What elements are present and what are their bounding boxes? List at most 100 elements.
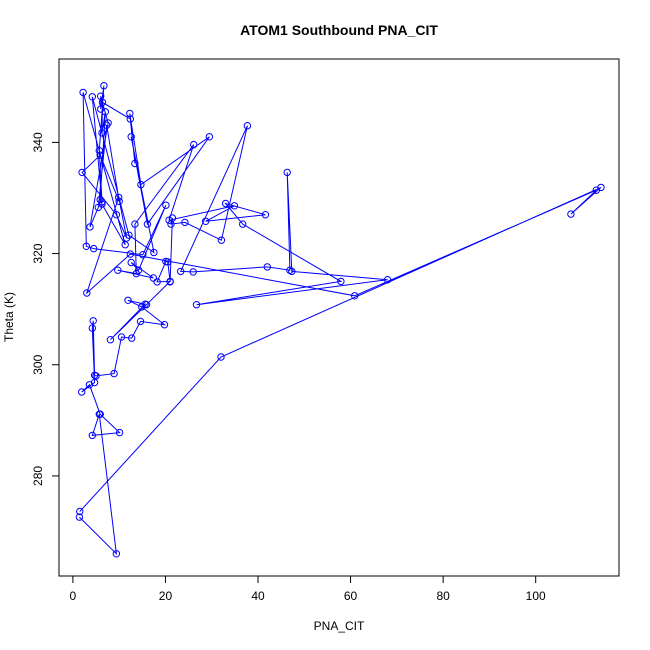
data-point (239, 220, 247, 228)
data-point (88, 93, 97, 101)
data-point (103, 121, 111, 129)
x-tick-label: 80 (436, 589, 450, 603)
data-point (76, 507, 84, 516)
data-point (286, 266, 294, 274)
data-point (283, 168, 291, 177)
data-point (89, 317, 97, 325)
data-point (96, 195, 104, 204)
data-point (190, 140, 198, 149)
data-point (136, 317, 145, 326)
data-point (177, 267, 185, 276)
y-tick-label: 280 (31, 466, 45, 486)
x-tick-label: 20 (159, 589, 173, 603)
x-tick-label: 40 (251, 589, 265, 603)
data-point (567, 210, 575, 218)
data-point (162, 201, 170, 209)
x-axis-label: PNA_CIT (314, 619, 365, 633)
data-point (82, 242, 91, 251)
data-point (112, 550, 121, 558)
y-tick-label: 300 (31, 354, 45, 374)
data-point (131, 159, 139, 168)
data-point (166, 278, 174, 286)
data-point (114, 266, 122, 274)
data-layer (75, 82, 605, 558)
data-point (126, 115, 135, 123)
data-point (351, 292, 359, 300)
data-point (230, 202, 239, 210)
data-point (165, 216, 173, 224)
data-point (115, 193, 123, 202)
data-point (96, 151, 104, 159)
data-point (110, 369, 118, 378)
data-point (261, 211, 270, 219)
data-point (150, 248, 158, 257)
data-point (128, 334, 136, 342)
data-point (160, 321, 169, 329)
data-point (134, 266, 143, 274)
data-point (167, 220, 175, 228)
x-axis: 0 20 40 60 80 100 (70, 575, 546, 603)
data-point (95, 147, 104, 155)
series-line (79, 85, 602, 556)
data-point (97, 105, 105, 113)
data-point (202, 217, 210, 226)
data-point (143, 220, 152, 228)
data-point (164, 258, 172, 266)
data-point (131, 220, 139, 228)
data-point (597, 183, 605, 192)
x-tick-label: 0 (70, 589, 77, 603)
data-point (189, 268, 197, 276)
data-point (98, 129, 106, 137)
data-point (221, 199, 230, 208)
data-point (205, 133, 214, 141)
data-point (217, 236, 226, 244)
data-point (106, 336, 115, 344)
chart-title: ATOM1 Southbound PNA_CIT (240, 22, 438, 38)
data-point (153, 278, 161, 286)
y-tick-label: 340 (31, 132, 45, 152)
data-point (88, 431, 97, 440)
data-point (149, 274, 158, 282)
data-point (92, 372, 100, 380)
data-point (337, 277, 345, 286)
data-point (112, 211, 121, 219)
data-point (288, 267, 296, 276)
y-axis-label: Theta (K) (2, 292, 16, 342)
data-point (98, 198, 106, 206)
data-point (139, 251, 147, 259)
x-tick-label: 100 (526, 589, 546, 603)
data-point (83, 289, 91, 297)
data-point (217, 353, 225, 361)
data-point (243, 122, 252, 130)
data-point (94, 203, 103, 212)
data-point (192, 301, 201, 309)
data-point (78, 168, 86, 177)
x-tick-label: 60 (344, 589, 358, 603)
y-tick-label: 320 (31, 243, 45, 263)
data-point (100, 82, 108, 90)
data-point (75, 513, 84, 521)
data-point (90, 244, 98, 253)
data-point (124, 296, 132, 304)
data-point (181, 218, 189, 227)
data-point (122, 234, 131, 242)
data-point (79, 88, 87, 97)
data-point (142, 301, 151, 309)
data-point (115, 197, 123, 206)
data-point (117, 333, 126, 341)
data-point (126, 109, 134, 118)
data-point (86, 223, 94, 231)
data-point (127, 258, 135, 267)
data-point (78, 388, 86, 396)
data-point (126, 250, 135, 258)
data-point (121, 241, 129, 249)
data-point (127, 133, 135, 141)
data-point (96, 410, 104, 418)
data-point (115, 428, 124, 437)
data-point (97, 92, 105, 100)
data-point (263, 263, 271, 271)
data-point (137, 180, 145, 189)
data-point (383, 276, 392, 284)
data-point (88, 324, 97, 332)
